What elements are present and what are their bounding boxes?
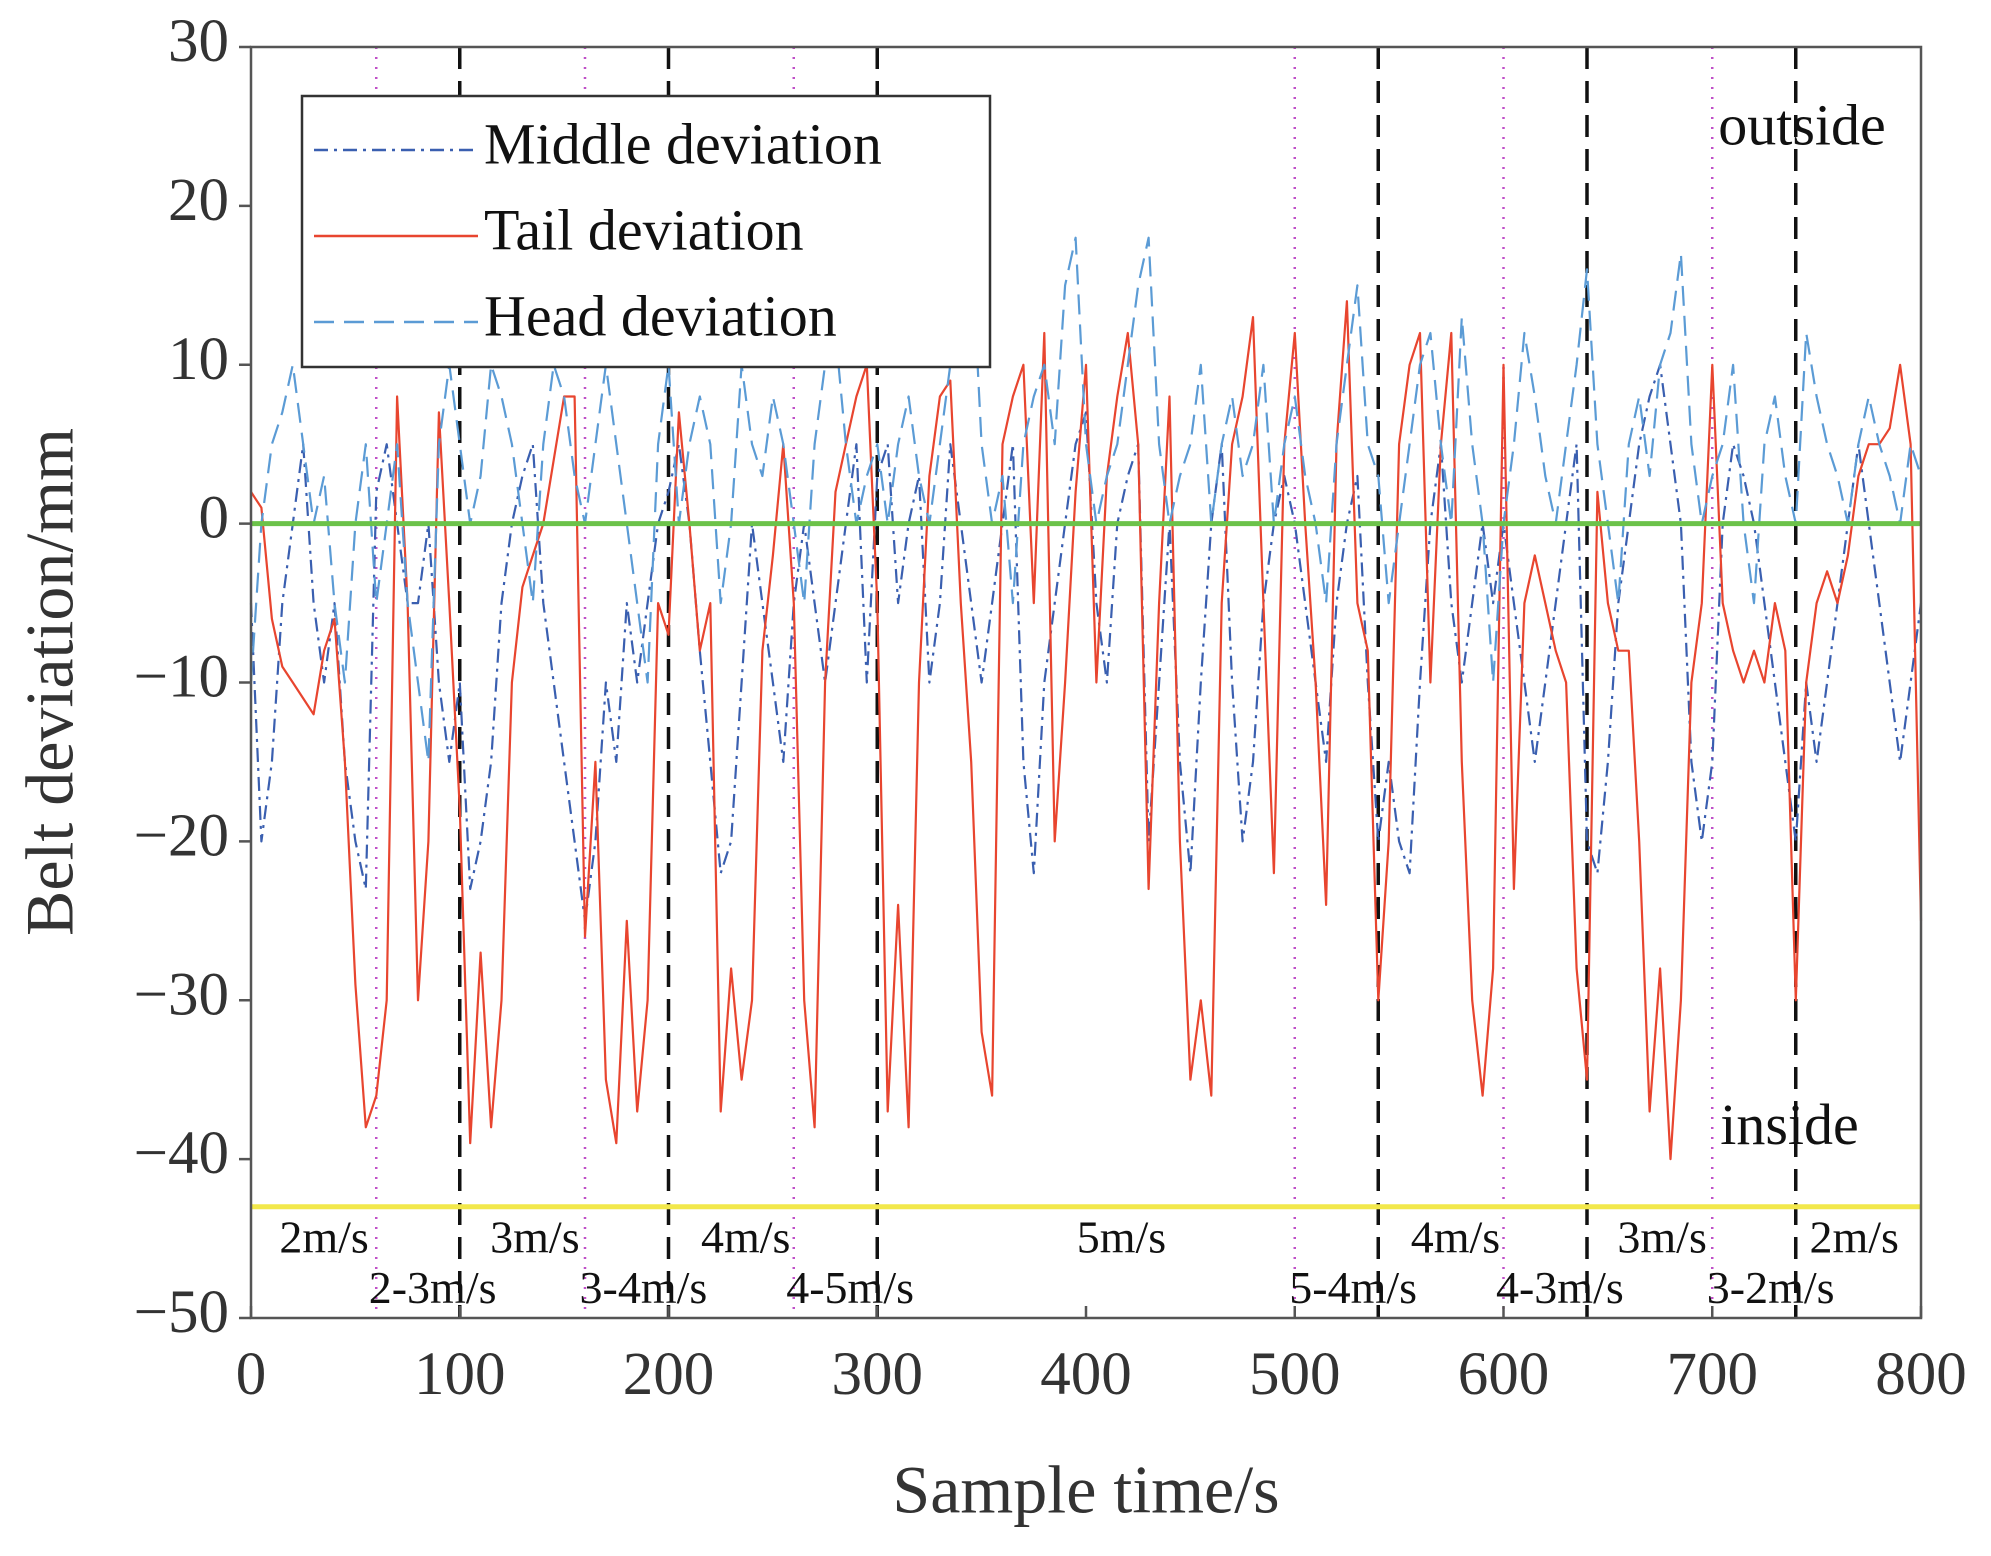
legend: Middle deviation Tail deviation Head devia… <box>300 94 992 369</box>
legend-label: Middle deviation <box>484 111 882 176</box>
y-tick-label: 0 <box>199 485 230 552</box>
annotation: 3-2m/s <box>1707 1262 1835 1313</box>
y-tick-label: −10 <box>134 644 229 711</box>
y-tick-label: −20 <box>134 802 229 869</box>
annotation: outside <box>1718 93 1886 158</box>
annotation: 5m/s <box>1077 1211 1166 1262</box>
x-tick-label: 200 <box>623 1341 715 1408</box>
annotation: 4m/s <box>701 1211 790 1262</box>
legend-label: Head deviation <box>484 283 837 348</box>
x-axis-label: Sample time/s <box>892 1452 1279 1528</box>
y-tick-label: −50 <box>134 1279 229 1346</box>
y-tick-label: 10 <box>168 326 229 393</box>
y-tick-label: 20 <box>168 167 229 234</box>
x-tick-label: 600 <box>1458 1341 1550 1408</box>
x-tick-label: 400 <box>1040 1341 1132 1408</box>
annotation: 5-4m/s <box>1289 1262 1417 1313</box>
x-tick-label: 100 <box>414 1341 506 1408</box>
annotation: 2m/s <box>1809 1211 1898 1262</box>
annotation: 3m/s <box>490 1211 579 1262</box>
y-tick-label: −30 <box>134 961 229 1028</box>
y-tick-label: −40 <box>134 1120 229 1187</box>
x-tick-label: 800 <box>1875 1341 1967 1408</box>
legend-label: Tail deviation <box>484 197 804 262</box>
y-tick-label: 30 <box>168 8 229 75</box>
x-tick-label: 700 <box>1667 1341 1759 1408</box>
y-axis-label: Belt deviation/mm <box>12 428 88 936</box>
annotation: 4-5m/s <box>786 1262 914 1313</box>
annotation: 4-3m/s <box>1496 1262 1624 1313</box>
annotation: 2-3m/s <box>369 1262 497 1313</box>
annotation: inside <box>1720 1092 1859 1157</box>
x-tick-label: 500 <box>1249 1341 1341 1408</box>
series-line <box>250 300 1923 1161</box>
series-line <box>249 236 1923 763</box>
x-tick-label: 0 <box>236 1341 267 1408</box>
annotation: 2m/s <box>279 1211 368 1262</box>
series-line <box>249 363 1923 922</box>
annotation: 3m/s <box>1617 1211 1706 1262</box>
annotation: 3-4m/s <box>580 1262 708 1313</box>
x-tick-label: 300 <box>832 1341 924 1408</box>
annotation: 4m/s <box>1411 1211 1500 1262</box>
